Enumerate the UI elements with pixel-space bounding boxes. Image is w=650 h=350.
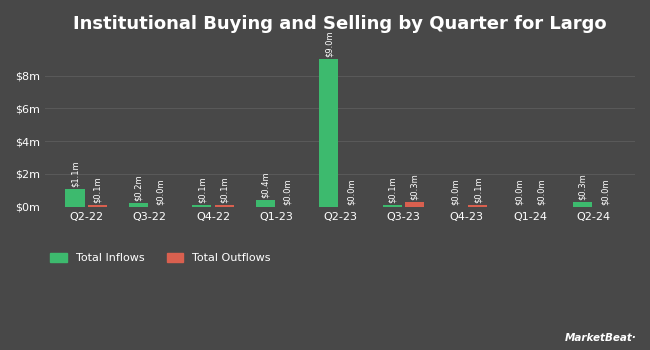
Bar [214, 205, 233, 206]
Text: $0.3m: $0.3m [578, 173, 587, 200]
Text: $0.0m: $0.0m [156, 178, 165, 205]
Text: $0.1m: $0.1m [388, 176, 396, 203]
Text: $0.0m: $0.0m [537, 178, 546, 205]
Text: $0.0m: $0.0m [515, 178, 524, 205]
Legend: Total Inflows, Total Outflows: Total Inflows, Total Outflows [51, 253, 271, 263]
Bar [256, 200, 275, 206]
Text: $0.1m: $0.1m [93, 176, 101, 203]
Text: $0.2m: $0.2m [134, 175, 143, 201]
Bar [192, 205, 211, 206]
Text: MarketBeat·: MarketBeat· [565, 333, 637, 343]
Bar [469, 205, 488, 206]
Text: $1.1m: $1.1m [70, 160, 79, 187]
Bar [405, 202, 424, 206]
Text: $0.3m: $0.3m [410, 173, 419, 200]
Text: $0.0m: $0.0m [601, 178, 609, 205]
Bar [573, 202, 592, 206]
Text: $0.0m: $0.0m [346, 178, 356, 205]
Text: $0.1m: $0.1m [198, 176, 207, 203]
Text: $9.0m: $9.0m [324, 31, 333, 57]
Text: $0.1m: $0.1m [220, 176, 229, 203]
Text: $0.0m: $0.0m [451, 178, 460, 205]
Text: $0.0m: $0.0m [283, 178, 292, 205]
Bar [129, 203, 148, 206]
Text: $0.1m: $0.1m [473, 176, 482, 203]
Text: $0.4m: $0.4m [261, 172, 270, 198]
Bar [88, 205, 107, 206]
Bar [383, 205, 402, 206]
Bar [319, 59, 339, 206]
Bar [66, 189, 84, 206]
Title: Institutional Buying and Selling by Quarter for Largo: Institutional Buying and Selling by Quar… [73, 15, 606, 33]
